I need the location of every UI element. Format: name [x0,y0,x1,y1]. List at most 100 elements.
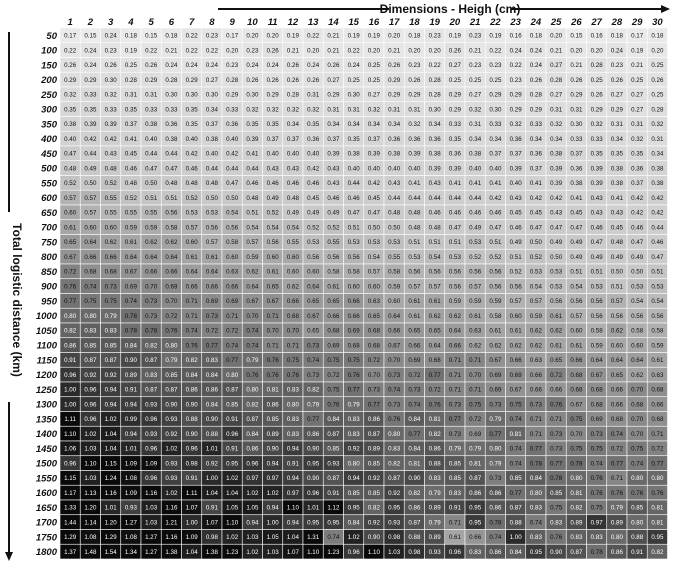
heatmap-cell-label: 0.36 [570,165,583,172]
heatmap-cell-label: 0.37 [489,151,502,158]
heatmap-cell-label: 0.48 [125,180,138,187]
heatmap-cell-label: 0.63 [530,357,543,364]
heatmap-cell-label: 0.96 [186,446,199,453]
heatmap-cell-label: 0.83 [206,357,219,364]
heatmap-cell-label: 0.74 [408,401,421,408]
heatmap-cell-label: 0.91 [125,387,138,394]
heatmap-cell-label: 0.55 [388,254,401,261]
heatmap-cell-label: 0.66 [408,342,421,349]
heatmap-cell-label: 0.85 [84,342,97,349]
heatmap-cell-label: 0.22 [307,33,320,40]
heatmap-cell-label: 0.52 [530,254,543,261]
heatmap-cell-label: 0.39 [105,121,118,128]
heatmap-cell-label: 0.38 [570,180,583,187]
heatmap-cell-label: 0.89 [267,431,280,438]
heatmap-cell-label: 0.77 [550,460,563,467]
heatmap-cell-label: 0.40 [206,151,219,158]
heatmap-cell-label: 1.02 [226,475,239,482]
heatmap-cell-label: 0.56 [267,239,280,246]
heatmap-cell-label: 0.32 [510,121,523,128]
heatmap-cell-label: 0.90 [550,549,563,556]
heatmap-cell-label: 0.81 [510,431,523,438]
heatmap-cell-label: 0.85 [327,446,340,453]
y-tick-label: 800 [41,252,58,263]
heatmap-cell-label: 0.58 [591,328,604,335]
heatmap-cell-label: 0.50 [550,254,563,261]
heatmap-cell-label: 0.75 [570,446,583,453]
heatmap-cell-label: 0.23 [510,77,523,84]
heatmap-cell-label: 0.46 [429,210,442,217]
heatmap-cell-label: 0.74 [246,328,259,335]
heatmap-cell-label: 0.49 [631,254,644,261]
heatmap-cell-label: 0.40 [287,151,300,158]
heatmap-cell-label: 0.25 [651,92,664,99]
heatmap-cell-label: 1.16 [165,505,178,512]
heatmap-cell-label: 0.66 [348,298,361,305]
heatmap-cell-label: 0.97 [591,519,604,526]
heatmap-cell-label: 0.50 [611,269,624,276]
heatmap-cell-label: 0.35 [246,121,259,128]
heatmap-cell-label: 1.02 [267,490,280,497]
heatmap-cell-label: 0.18 [125,33,138,40]
heatmap-cell-label: 0.70 [267,328,280,335]
y-tick-label: 300 [41,105,58,116]
heatmap-cell-label: 0.89 [429,505,442,512]
heatmap-cell-label: 0.39 [408,151,421,158]
heatmap-cell-label: 0.31 [348,106,361,113]
heatmap-cell-label: 0.26 [267,47,280,54]
heatmap-cell-label: 0.38 [64,121,77,128]
heatmap-cell-label: 0.49 [611,254,624,261]
heatmap-cell-label: 0.71 [267,313,280,320]
heatmap-cell-label: 0.43 [267,165,280,172]
heatmap-cell-label: 0.70 [631,416,644,423]
heatmap-cell-label: 0.68 [368,328,381,335]
heatmap-cell-label: 0.98 [186,460,199,467]
heatmap-cell-label: 0.34 [206,106,219,113]
heatmap-cell-label: 0.25 [591,77,604,84]
heatmap-cell-label: 0.53 [348,239,361,246]
heatmap-cell-label: 0.88 [186,416,199,423]
heatmap-cell-label: 0.60 [611,342,624,349]
heatmap-cell-label: 0.47 [570,224,583,231]
heatmap-cell-label: 0.41 [570,195,583,202]
heatmap-cell-label: 1.16 [145,490,158,497]
heatmap-cell-label: 0.93 [145,431,158,438]
heatmap-cell-label: 0.37 [530,165,543,172]
heatmap-cell-label: 0.61 [651,357,664,364]
heatmap-cell-label: 0.78 [530,460,543,467]
heatmap-cell-label: 0.86 [246,446,259,453]
y-tick-label: 1600 [36,488,58,499]
heatmap-cell-label: 0.38 [550,151,563,158]
heatmap-cell-label: 1.10 [307,549,320,556]
heatmap-cell-label: 0.61 [267,269,280,276]
heatmap-cell-label: 0.48 [429,224,442,231]
heatmap-cell-label: 0.88 [408,534,421,541]
heatmap-cell-label: 0.54 [226,210,239,217]
heatmap-cell-label: 1.03 [145,519,158,526]
heatmap-cell-label: 0.43 [510,195,523,202]
heatmap-cell-label: 0.53 [530,269,543,276]
heatmap-cell-label: 0.31 [408,106,421,113]
heatmap-cell-label: 0.64 [206,269,219,276]
heatmap-cell-label: 0.56 [348,254,361,261]
heatmap-cell-label: 0.42 [226,151,239,158]
heatmap-cell-label: 0.56 [449,283,462,290]
heatmap-cell-label: 0.19 [631,47,644,54]
heatmap-cell-label: 0.56 [327,254,340,261]
heatmap-cell-label: 0.38 [388,151,401,158]
heatmap-cell-label: 0.98 [408,549,421,556]
heatmap-cell-label: 0.21 [570,62,583,69]
heatmap-cell-label: 0.73 [408,387,421,394]
heatmap-cell-label: 0.33 [226,106,239,113]
heatmap-cell-label: 0.30 [105,77,118,84]
heatmap-cell-label: 0.27 [206,77,219,84]
heatmap-cell-label: 0.27 [611,92,624,99]
heatmap-cell-label: 0.68 [368,342,381,349]
heatmap-cell-label: 0.64 [307,283,320,290]
heatmap-cell-label: 0.56 [570,298,583,305]
heatmap-cell-label: 0.34 [388,121,401,128]
heatmap-cell-label: 0.94 [287,519,300,526]
heatmap-cell-label: 0.32 [408,121,421,128]
heatmap-cell-label: 0.15 [145,33,158,40]
heatmap-cell-label: 0.20 [408,47,421,54]
